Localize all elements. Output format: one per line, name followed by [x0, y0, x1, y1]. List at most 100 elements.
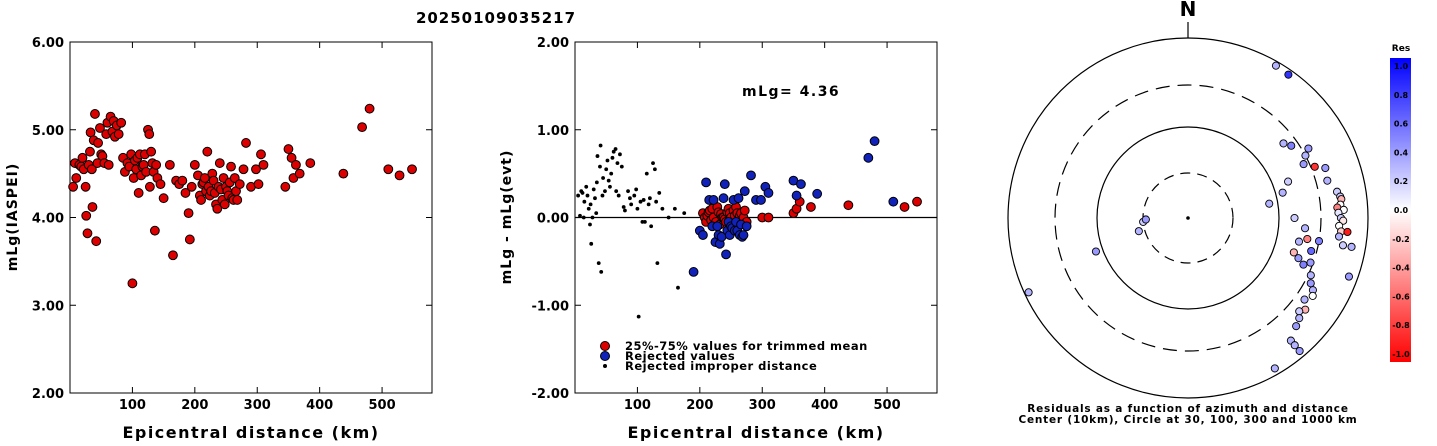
- data-point-improper: [676, 285, 680, 290]
- residual-point: [1306, 279, 1315, 288]
- residual-point: [1299, 260, 1308, 269]
- panel-residual-x-ticks: 100 200 300 400 500: [624, 42, 901, 413]
- data-point-accepted: [71, 173, 82, 183]
- data-point-improper: [632, 193, 637, 198]
- residual-point: [1308, 291, 1317, 300]
- panel-magnitude-y-label: mLg(IASPEI): [5, 163, 21, 272]
- data-point-improper: [593, 196, 597, 201]
- residual-point: [1306, 258, 1315, 267]
- y-tick-label: -1.00: [532, 299, 569, 314]
- range-ring-300km: [1054, 84, 1322, 352]
- data-point-improper: [585, 193, 590, 198]
- residual-point: [1314, 237, 1324, 246]
- x-tick-label: 300: [749, 398, 776, 413]
- data-point-improper: [666, 215, 671, 220]
- residual-point: [1270, 364, 1279, 373]
- data-point-accepted: [280, 181, 291, 192]
- data-point-improper: [604, 167, 609, 172]
- data-point-improper: [647, 196, 652, 201]
- residual-point: [1301, 151, 1310, 160]
- data-point-rejected: [746, 170, 756, 181]
- residual-point: [1294, 254, 1303, 263]
- data-point-improper: [594, 211, 599, 216]
- y-tick-label: 3.00: [32, 299, 64, 314]
- residual-point: [1303, 234, 1312, 244]
- data-point-improper: [613, 147, 618, 151]
- data-point-accepted: [155, 179, 166, 190]
- data-point-accepted: [183, 208, 194, 219]
- residual-point: [1344, 272, 1354, 281]
- residual-point: [1338, 241, 1348, 250]
- data-point-improper: [584, 184, 589, 189]
- data-point-accepted: [383, 164, 394, 175]
- data-point-improper: [682, 211, 687, 216]
- data-point-rejected: [888, 196, 899, 207]
- residual-point: [1287, 141, 1296, 150]
- data-point-accepted: [407, 164, 417, 175]
- x-tick-label: 300: [244, 398, 271, 413]
- data-point-rejected: [869, 136, 880, 147]
- north-label: N: [1180, 0, 1197, 21]
- data-point-improper: [581, 215, 586, 220]
- data-point-accepted: [338, 168, 349, 179]
- data-point-accepted: [286, 152, 297, 163]
- data-point-accepted: [133, 188, 144, 198]
- data-point-accepted: [256, 149, 266, 160]
- data-point-improper: [634, 187, 639, 192]
- data-point-accepted: [82, 228, 93, 239]
- data-point-accepted: [149, 225, 160, 236]
- data-point-rejected: [688, 267, 699, 277]
- data-point-accepted: [90, 109, 100, 119]
- residual-point: [1271, 61, 1280, 70]
- data-point-rejected: [733, 193, 744, 204]
- y-tick-label: 4.00: [32, 212, 64, 227]
- data-point-improper: [608, 184, 612, 189]
- data-point-improper: [615, 161, 620, 165]
- data-point-accepted: [151, 159, 162, 170]
- legend-rejected-label: Rejected values: [625, 349, 735, 363]
- data-point-improper: [638, 199, 643, 204]
- data-point-accepted: [291, 159, 301, 170]
- data-point-improper: [644, 171, 649, 176]
- data-point-improper: [601, 176, 605, 180]
- data-point-accepted: [180, 188, 191, 198]
- data-point-improper: [578, 213, 582, 218]
- data-point-rejected: [701, 177, 711, 188]
- residual-point: [1294, 237, 1304, 246]
- data-point-accepted: [87, 202, 98, 212]
- panel-polar-points: [1024, 61, 1356, 373]
- data-point-accepted: [144, 129, 155, 140]
- data-point-accepted: [199, 173, 210, 183]
- residual-point: [1343, 227, 1352, 237]
- x-tick-label: 200: [181, 398, 208, 413]
- data-point-rejected: [712, 221, 723, 232]
- data-point-accepted: [305, 158, 316, 168]
- data-point-improper: [616, 193, 621, 198]
- data-point-accepted: [912, 196, 922, 207]
- event-magnitude-annotation: mLg= 4.36: [742, 84, 840, 100]
- data-point-improper: [643, 219, 647, 224]
- data-point-accepted: [146, 146, 157, 157]
- y-tick-label: 2.00: [537, 36, 569, 51]
- residual-point: [1304, 144, 1313, 153]
- panel-residual-x-label: Epicentral distance (km): [627, 423, 884, 441]
- data-point-rejected: [863, 152, 874, 163]
- residual-point: [1323, 176, 1332, 185]
- y-tick-label: 0.00: [537, 212, 569, 227]
- data-point-improper: [626, 189, 630, 194]
- residual-point: [1299, 160, 1308, 169]
- data-point-accepted: [196, 195, 206, 205]
- data-point-improper: [609, 171, 614, 176]
- data-point-rejected: [812, 188, 823, 199]
- data-point-accepted: [251, 164, 261, 175]
- data-point-rejected: [721, 249, 731, 260]
- residual-point: [1321, 163, 1330, 173]
- data-point-accepted: [103, 159, 114, 170]
- x-tick-label: 200: [686, 398, 713, 413]
- data-point-accepted: [186, 181, 197, 192]
- data-point-rejected: [698, 230, 708, 240]
- residual-point: [1091, 247, 1100, 256]
- panel-magnitude-x-label: Epicentral distance (km): [122, 423, 379, 441]
- data-point-accepted: [189, 159, 200, 170]
